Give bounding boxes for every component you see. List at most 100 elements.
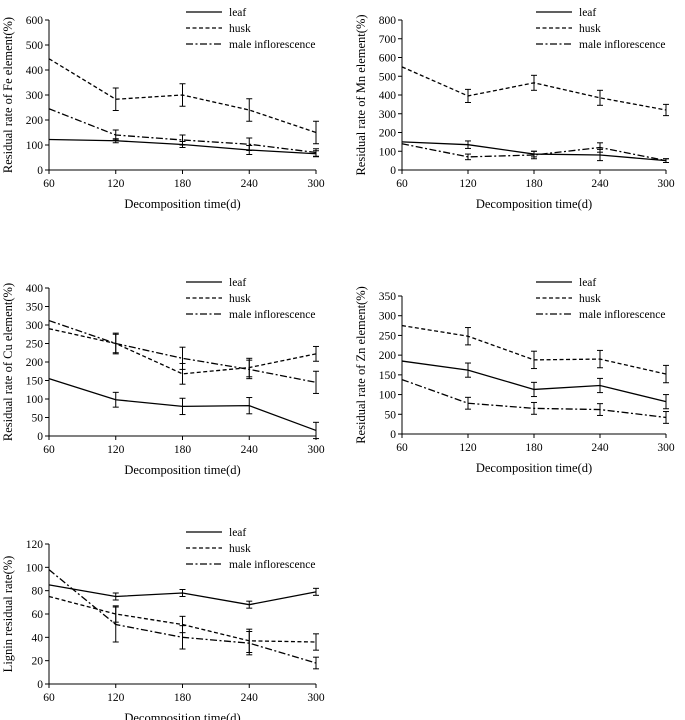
x-tick-label: 240 bbox=[241, 692, 259, 704]
x-tick-label: 60 bbox=[43, 692, 55, 704]
legend-entry: husk bbox=[186, 543, 251, 555]
error-bar bbox=[465, 140, 471, 149]
x-tick-label: 240 bbox=[591, 178, 609, 190]
y-tick-label: 0 bbox=[37, 165, 43, 177]
error-bar bbox=[663, 411, 669, 424]
y-tick-label: 80 bbox=[32, 586, 44, 598]
x-tick-label: 240 bbox=[241, 178, 259, 190]
y-tick-label: 0 bbox=[37, 679, 43, 691]
y-tick-label: 0 bbox=[390, 429, 396, 441]
error-bar bbox=[531, 350, 537, 370]
legend-entry: husk bbox=[536, 23, 601, 35]
y-tick-label: 100 bbox=[26, 394, 44, 406]
legend-label: husk bbox=[229, 293, 251, 305]
x-tick-label: 180 bbox=[174, 178, 192, 190]
y-tick-label: 250 bbox=[26, 339, 44, 351]
error-bar bbox=[531, 401, 537, 415]
error-bar bbox=[246, 600, 253, 609]
legend-entry: leaf bbox=[536, 7, 596, 19]
legend-label: leaf bbox=[229, 7, 246, 19]
y-tick-label: 0 bbox=[37, 431, 43, 443]
x-tick-label: 60 bbox=[43, 444, 55, 456]
error-bar bbox=[179, 397, 186, 416]
y-tick-label: 120 bbox=[26, 539, 44, 551]
error-bar bbox=[465, 396, 471, 410]
legend-entry: male inflorescence bbox=[536, 39, 666, 51]
y-tick-label: 500 bbox=[26, 40, 44, 52]
y-tick-label: 300 bbox=[26, 320, 44, 332]
legend-label: leaf bbox=[229, 527, 246, 539]
y-tick-label: 200 bbox=[379, 128, 397, 140]
error-bar bbox=[597, 403, 603, 416]
fe-chart: 0 100 200 300 400 500 600 60 120 180 240 300 Decompo… bbox=[1, 7, 325, 211]
lignin-chart: 0 20 40 60 80 100 120 60 120 180 240 300 Decompositi… bbox=[1, 527, 325, 720]
y-tick-label: 20 bbox=[32, 656, 44, 668]
error-bar bbox=[246, 359, 253, 380]
x-axis-label: Decomposition time(d) bbox=[124, 463, 240, 477]
y-tick-label: 100 bbox=[26, 140, 44, 152]
y-tick-label: 400 bbox=[26, 283, 44, 295]
x-tick-label: 300 bbox=[657, 178, 675, 190]
series-line-husk bbox=[48, 328, 317, 375]
legend-entry: leaf bbox=[536, 277, 596, 289]
error-bar bbox=[179, 589, 186, 597]
error-bar bbox=[112, 333, 119, 354]
error-bar bbox=[313, 633, 319, 651]
y-tick-label: 300 bbox=[26, 90, 44, 102]
y-tick-label: 300 bbox=[379, 311, 397, 323]
y-tick-label: 600 bbox=[379, 53, 397, 65]
error-bar bbox=[313, 370, 319, 394]
error-bar bbox=[112, 87, 119, 111]
legend-entry: husk bbox=[536, 293, 601, 305]
error-bar bbox=[465, 88, 471, 103]
legend-entry: husk bbox=[186, 23, 251, 35]
legend-label: male inflorescence bbox=[579, 39, 666, 51]
error-bar bbox=[112, 129, 119, 141]
error-bar bbox=[246, 137, 253, 151]
error-bar bbox=[313, 587, 319, 596]
error-bar bbox=[179, 346, 186, 370]
x-tick-label: 60 bbox=[396, 178, 408, 190]
y-tick-label: 300 bbox=[379, 109, 397, 121]
y-tick-label: 100 bbox=[379, 390, 397, 402]
y-tick-label: 350 bbox=[26, 302, 44, 314]
x-tick-label: 180 bbox=[525, 442, 543, 454]
zn-chart: 0 50 100 150 200 250 300 350 60 120 180 240 300 Decom… bbox=[354, 277, 675, 475]
x-axis-label: Decomposition time(d) bbox=[124, 711, 240, 720]
legend-label: husk bbox=[579, 293, 601, 305]
y-tick-label: 100 bbox=[26, 562, 44, 574]
error-bar bbox=[246, 98, 253, 122]
error-bar bbox=[663, 103, 669, 117]
legend-label: male inflorescence bbox=[229, 559, 316, 571]
legend-label: leaf bbox=[229, 277, 246, 289]
legend-label: male inflorescence bbox=[579, 309, 666, 321]
y-tick-label: 200 bbox=[26, 115, 44, 127]
x-tick-label: 120 bbox=[459, 178, 477, 190]
y-tick-label: 50 bbox=[385, 409, 397, 421]
error-bar bbox=[465, 327, 471, 346]
y-axis-label: Lignin residual rate(%) bbox=[1, 556, 15, 673]
error-bar bbox=[179, 83, 186, 107]
x-tick-label: 120 bbox=[459, 442, 477, 454]
y-tick-label: 350 bbox=[379, 291, 397, 303]
error-bar bbox=[313, 421, 319, 440]
x-tick-label: 180 bbox=[174, 444, 192, 456]
legend-label: husk bbox=[229, 543, 251, 555]
cu-chart: 0 50 100 150 200 250 300 350 400 60 120 180 240 300 De… bbox=[1, 277, 325, 477]
mn-chart: 0 100 200 300 400 500 600 700 800 60 120 180 240 300 D… bbox=[354, 7, 675, 211]
legend-entry: male inflorescence bbox=[536, 309, 666, 321]
error-bar bbox=[663, 394, 669, 410]
x-tick-label: 180 bbox=[174, 692, 192, 704]
y-tick-label: 400 bbox=[26, 65, 44, 77]
legend-label: male inflorescence bbox=[229, 309, 316, 321]
legend-entry: male inflorescence bbox=[186, 559, 316, 571]
series-line-male-inflorescence bbox=[48, 319, 317, 383]
error-bar bbox=[313, 120, 319, 145]
legend-entry: husk bbox=[186, 293, 251, 305]
x-tick-label: 300 bbox=[307, 444, 325, 456]
y-tick-label: 200 bbox=[26, 357, 44, 369]
legend-label: leaf bbox=[579, 277, 596, 289]
y-tick-label: 250 bbox=[379, 330, 397, 342]
x-tick-label: 120 bbox=[107, 692, 125, 704]
error-bar bbox=[179, 134, 186, 146]
